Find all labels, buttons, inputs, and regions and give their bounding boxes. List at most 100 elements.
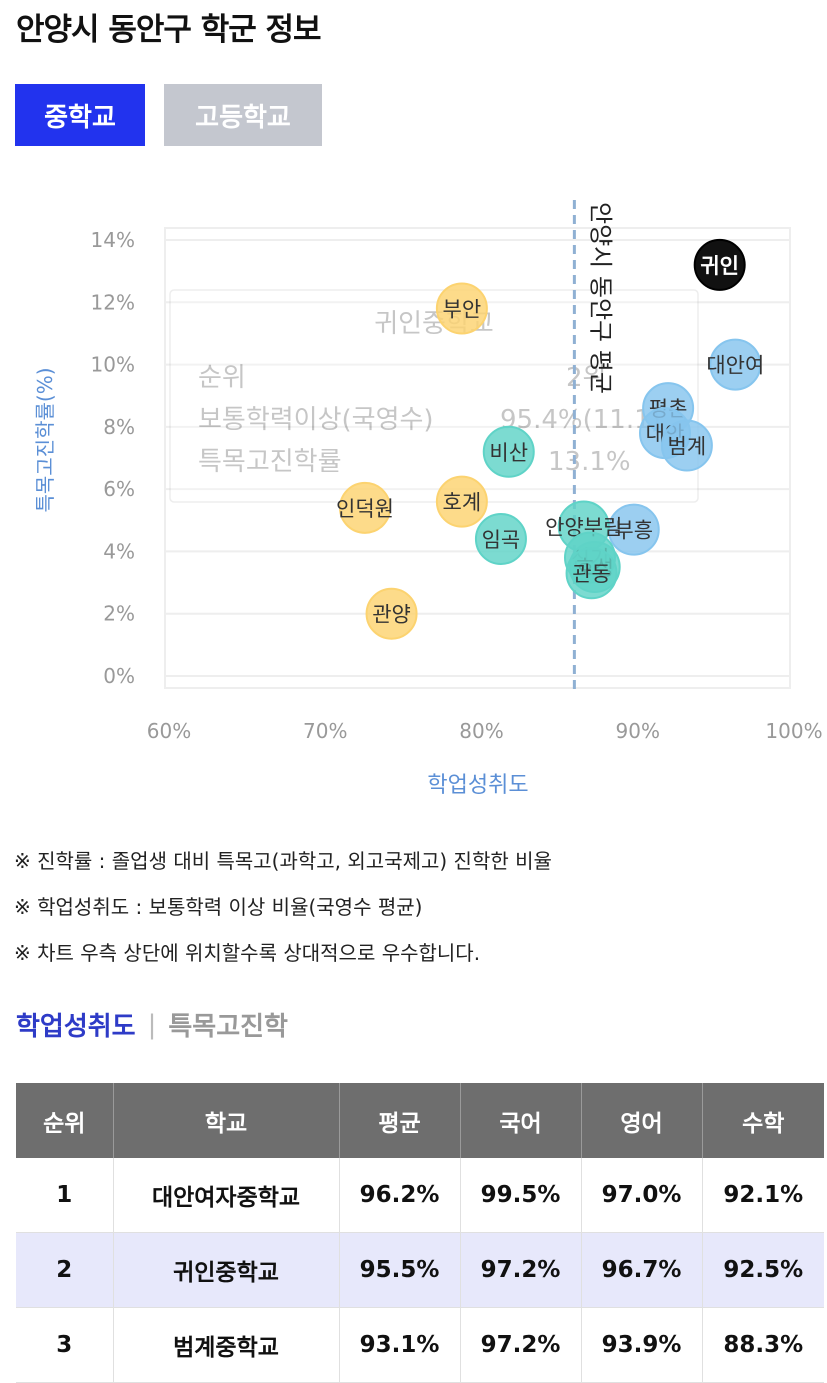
scatter-point[interactable]: 관양 [365, 587, 418, 640]
y-tick-label: 12% [91, 290, 135, 314]
cell-average: 93.1% [339, 1307, 461, 1383]
y-tick-label: 2% [103, 602, 135, 626]
tooltip-row-label: 특목고진학률 [198, 447, 342, 477]
cell-english: 97.0% [581, 1158, 703, 1233]
cell-math: 92.5% [702, 1232, 824, 1308]
note-item: ※ 진학률 : 졸업생 대비 특목고(과학고, 외고국제고) 진학한 비율 [14, 849, 552, 873]
point-marker[interactable] [660, 419, 713, 472]
axis-labels: 학업성취도 특목고진학률(%) [33, 367, 529, 798]
point-marker[interactable] [693, 238, 746, 291]
header-school: 학교 [113, 1083, 340, 1158]
y-tick-label: 10% [91, 353, 135, 377]
point-marker[interactable] [435, 282, 488, 335]
scatter-point[interactable]: 관동 [565, 547, 618, 600]
point-label: 비산 [489, 441, 528, 465]
point-label: 부안 [443, 298, 482, 322]
cell-rank: 1 [16, 1158, 114, 1233]
x-tick-label: 100% [765, 719, 822, 743]
point-marker[interactable] [709, 338, 762, 391]
point-marker[interactable] [482, 425, 535, 478]
cell-korean: 97.2% [460, 1307, 582, 1383]
tooltip-row-label: 보통학력이상(국영수) [198, 405, 434, 435]
cell-school: 대안여자중학교 [113, 1158, 340, 1233]
point-label: 대안여 [706, 354, 764, 378]
page-title: 안양시 동안구 학군 정보 [16, 12, 322, 48]
y-tick-label: 14% [91, 228, 135, 252]
scatter-point[interactable]: 임곡 [474, 512, 527, 565]
tooltip-box [169, 289, 699, 503]
chart-notes: ※ 진학률 : 졸업생 대비 특목고(과학고, 외고국제고) 진학한 비율 ※ … [14, 838, 552, 976]
cell-rank: 2 [16, 1232, 114, 1308]
y-axis-label: 특목고진학률(%) [33, 367, 57, 512]
header-korean: 국어 [460, 1083, 582, 1158]
cell-english: 96.7% [581, 1232, 703, 1308]
subtab-separator: | [147, 1009, 157, 1040]
cell-english: 93.9% [581, 1307, 703, 1383]
ranking-subtabs: 학업성취도 | 특목고진학 [16, 1006, 288, 1043]
tooltip-row-value: 95.4%(11.1) [500, 405, 661, 435]
table-row[interactable]: 3 범계중학교 93.1% 97.2% 93.9% 88.3% [16, 1307, 824, 1383]
table-row[interactable]: 1 대안여자중학교 96.2% 99.5% 97.0% 92.1% [16, 1158, 824, 1233]
chart-tooltip: 귀인중학교 순위 2위 보통학력이상(국영수) 95.4%(11.1) 특목고진… [169, 289, 699, 503]
school-level-tabs: 중학교 고등학교 [15, 84, 322, 146]
point-label: 부흥 [614, 519, 653, 543]
y-tick-label: 4% [103, 539, 135, 563]
x-tick-label: 80% [459, 719, 503, 743]
point-marker[interactable] [565, 547, 618, 600]
x-tick-label: 60% [147, 719, 191, 743]
subtab-special-school[interactable]: 특목고진학 [168, 1012, 288, 1042]
y-tick-label: 8% [103, 415, 135, 439]
average-reference-line: 안양시 동안구 평균 [572, 200, 614, 692]
scatter-point[interactable]: 대안여 [706, 338, 764, 391]
x-tick-labels: 60% 70% 80% 90% 100% [147, 719, 823, 743]
ranking-table: 순위 학교 평균 국어 영어 수학 1 대안여자중학교 96.2% 99.5% … [16, 1083, 824, 1383]
point-label: 임곡 [482, 528, 521, 552]
point-marker[interactable] [339, 481, 391, 534]
y-tick-label: 0% [103, 664, 135, 688]
cell-korean: 97.2% [460, 1232, 582, 1308]
cell-school: 귀인중학교 [113, 1232, 340, 1308]
x-tick-label: 70% [303, 719, 347, 743]
point-label: 관동 [572, 562, 611, 586]
cell-rank: 3 [16, 1307, 114, 1383]
point-marker[interactable] [435, 475, 488, 528]
scatter-chart: 0% 2% 4% 6% 8% 10% 12% 14% 60% 70% 80% 90% 100% 학업성… [33, 200, 823, 798]
plot-frame [164, 227, 791, 689]
cell-average: 95.5% [339, 1232, 461, 1308]
scatter-point[interactable]: 호계 [435, 475, 488, 528]
tooltip-row-value: 13.1% [548, 447, 631, 477]
data-points: 귀인대안여평촌대안범계부흥부안호계인덕원관양비산임곡안양부림신기호성관동 [336, 238, 764, 640]
note-item: ※ 차트 우측 상단에 위치할수록 상대적으로 우수합니다. [14, 941, 481, 965]
cell-math: 92.1% [702, 1158, 824, 1233]
point-label: 관양 [372, 603, 411, 627]
point-label: 귀인 [700, 254, 739, 278]
cell-math: 88.3% [702, 1307, 824, 1383]
x-tick-label: 90% [616, 719, 660, 743]
header-english: 영어 [581, 1083, 703, 1158]
point-label: 호계 [443, 491, 482, 515]
subtab-achievement[interactable]: 학업성취도 [16, 1012, 136, 1042]
header-math: 수학 [702, 1083, 824, 1158]
tab-middle-school[interactable]: 중학교 [15, 84, 145, 146]
scatter-point[interactable]: 인덕원 [336, 481, 394, 534]
point-label: 범계 [668, 435, 707, 459]
note-item: ※ 학업성취도 : 보통학력 이상 비율(국영수 평균) [14, 895, 423, 919]
scatter-point[interactable]: 부안 [435, 282, 488, 335]
y-tick-label: 6% [103, 477, 135, 501]
table-row[interactable]: 2 귀인중학교 95.5% 97.2% 96.7% 92.5% [16, 1232, 824, 1308]
point-label: 인덕원 [336, 497, 394, 521]
scatter-point[interactable]: 범계 [660, 419, 713, 472]
tab-high-school[interactable]: 고등학교 [164, 84, 322, 146]
point-marker[interactable] [474, 512, 527, 565]
scatter-point[interactable]: 비산 [482, 425, 535, 478]
cell-korean: 99.5% [460, 1158, 582, 1233]
table-header-row: 순위 학교 평균 국어 영어 수학 [16, 1083, 824, 1158]
header-rank: 순위 [16, 1083, 114, 1158]
x-axis-label: 학업성취도 [427, 773, 528, 798]
reference-line-label: 안양시 동안구 평균 [586, 202, 614, 394]
scatter-point[interactable]: 귀인 [693, 238, 746, 291]
header-average: 평균 [339, 1083, 461, 1158]
point-marker[interactable] [365, 587, 418, 640]
cell-average: 96.2% [339, 1158, 461, 1233]
tooltip-row-value: 2위 [566, 363, 606, 393]
